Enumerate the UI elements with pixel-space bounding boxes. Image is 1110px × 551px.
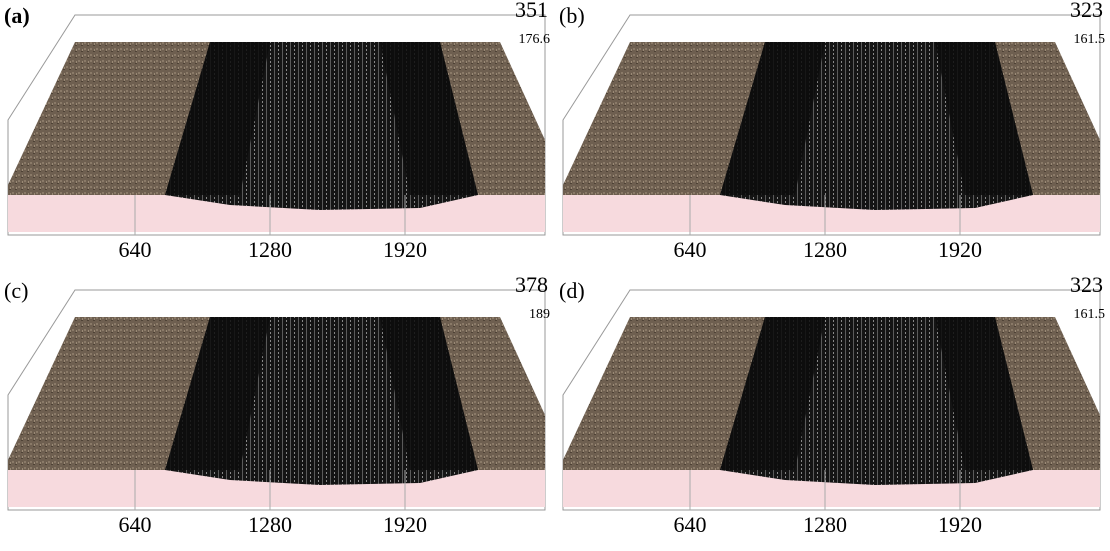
panel-label: (b)	[559, 3, 585, 28]
z-tick-label: 378	[515, 272, 548, 297]
x-tick-label: 1920	[383, 512, 427, 537]
z-tick-label: 161.5	[1074, 307, 1106, 322]
z-tick-label: 323	[1070, 0, 1103, 22]
panel-label: (c)	[4, 278, 28, 303]
x-tick-label: 640	[674, 512, 707, 537]
x-tick-label: 1280	[248, 512, 292, 537]
panel: 640 1280 1920 378 189 (c)	[4, 272, 550, 537]
z-tick-label: 189	[529, 307, 550, 322]
z-tick-label: 161.5	[1074, 32, 1106, 47]
x-tick-label: 1920	[938, 237, 982, 262]
x-tick-label: 640	[119, 512, 152, 537]
x-tick-label: 1920	[938, 512, 982, 537]
z-tick-label: 323	[1070, 272, 1103, 297]
z-tick-label: 176.6	[519, 32, 551, 47]
figure: 640 1280 1920 351 176.6 (a) 640 1280 1920 323 161.…	[0, 0, 1110, 551]
x-tick-label: 640	[119, 237, 152, 262]
panel-label: (a)	[4, 3, 30, 28]
x-tick-label: 1280	[803, 512, 847, 537]
panel: 640 1280 1920 323 161.5 (d)	[559, 272, 1105, 537]
panel: 640 1280 1920 323 161.5 (b)	[559, 0, 1105, 262]
x-tick-label: 640	[674, 237, 707, 262]
panel-label: (d)	[559, 278, 585, 303]
z-tick-label: 351	[515, 0, 548, 22]
panel: 640 1280 1920 351 176.6 (a)	[4, 0, 550, 262]
x-tick-label: 1280	[803, 237, 847, 262]
x-tick-label: 1280	[248, 237, 292, 262]
x-tick-label: 1920	[383, 237, 427, 262]
